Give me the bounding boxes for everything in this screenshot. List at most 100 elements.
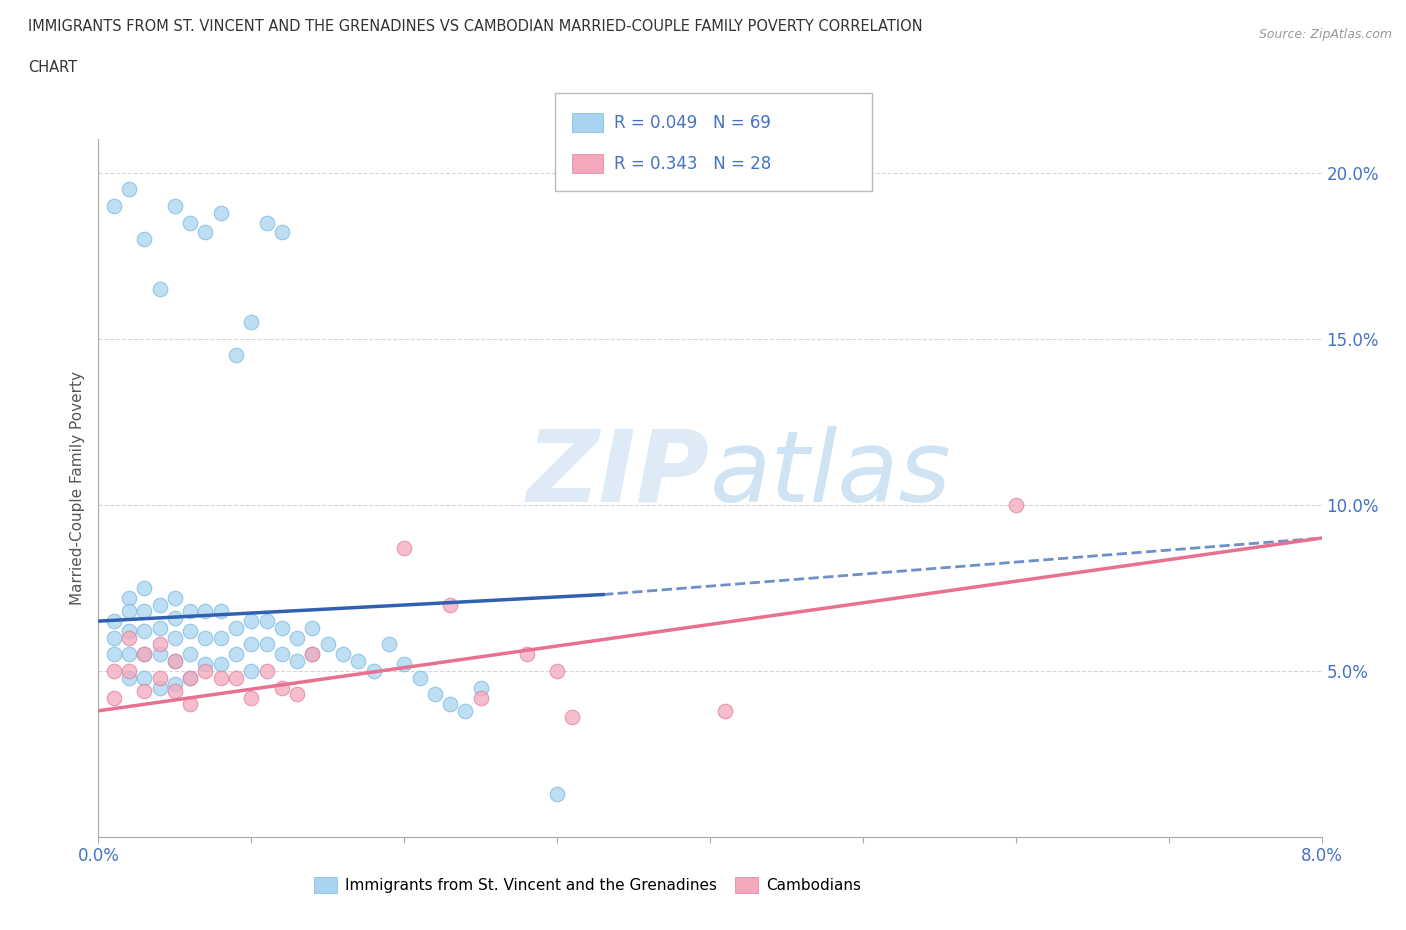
Point bbox=[256, 614, 278, 629]
Point bbox=[179, 671, 201, 685]
Point bbox=[179, 604, 201, 618]
Point bbox=[163, 684, 186, 698]
Point bbox=[194, 631, 217, 645]
Legend: Immigrants from St. Vincent and the Grenadines, Cambodians: Immigrants from St. Vincent and the Gren… bbox=[308, 870, 868, 899]
Point bbox=[347, 654, 370, 669]
Point bbox=[163, 654, 186, 669]
Point bbox=[225, 647, 247, 662]
Point bbox=[225, 671, 247, 685]
Point bbox=[1004, 498, 1026, 512]
Point bbox=[149, 282, 172, 297]
Point bbox=[240, 314, 263, 329]
Y-axis label: Married-Couple Family Poverty: Married-Couple Family Poverty bbox=[70, 371, 86, 605]
Point bbox=[134, 232, 156, 246]
Point bbox=[118, 624, 141, 639]
Point bbox=[561, 710, 583, 724]
Point bbox=[149, 620, 172, 635]
Point bbox=[179, 624, 201, 639]
Point bbox=[316, 637, 339, 652]
Point bbox=[179, 671, 201, 685]
Point bbox=[546, 787, 568, 802]
Point bbox=[134, 647, 156, 662]
Point bbox=[163, 631, 186, 645]
Point bbox=[118, 604, 141, 618]
Text: Source: ZipAtlas.com: Source: ZipAtlas.com bbox=[1258, 28, 1392, 41]
Text: ZIP: ZIP bbox=[527, 426, 710, 523]
Point bbox=[163, 198, 186, 213]
Point bbox=[209, 604, 232, 618]
Point bbox=[134, 671, 156, 685]
Point bbox=[546, 663, 568, 678]
Point bbox=[103, 631, 125, 645]
Point bbox=[332, 647, 354, 662]
Point bbox=[301, 647, 323, 662]
Point bbox=[163, 610, 186, 625]
Point bbox=[149, 671, 172, 685]
Point bbox=[194, 225, 217, 240]
Point bbox=[516, 647, 538, 662]
Point bbox=[270, 620, 294, 635]
Point bbox=[225, 348, 247, 363]
Point bbox=[179, 215, 201, 230]
Point bbox=[240, 663, 263, 678]
Point bbox=[392, 657, 416, 671]
Point bbox=[149, 637, 172, 652]
Point bbox=[118, 182, 141, 197]
Point bbox=[103, 647, 125, 662]
Point bbox=[134, 580, 156, 595]
Point bbox=[194, 663, 217, 678]
Point bbox=[134, 604, 156, 618]
Point bbox=[285, 654, 308, 669]
Point bbox=[270, 225, 294, 240]
Point bbox=[134, 624, 156, 639]
Point bbox=[470, 680, 492, 695]
Point bbox=[149, 597, 172, 612]
Point bbox=[134, 684, 156, 698]
Point bbox=[118, 647, 141, 662]
Point bbox=[285, 686, 308, 701]
Point bbox=[194, 604, 217, 618]
Point bbox=[270, 680, 294, 695]
Point bbox=[209, 671, 232, 685]
Point bbox=[179, 647, 201, 662]
Point bbox=[363, 663, 385, 678]
Text: IMMIGRANTS FROM ST. VINCENT AND THE GRENADINES VS CAMBODIAN MARRIED-COUPLE FAMIL: IMMIGRANTS FROM ST. VINCENT AND THE GREN… bbox=[28, 19, 922, 33]
Point bbox=[378, 637, 401, 652]
Point bbox=[149, 680, 172, 695]
Point bbox=[134, 647, 156, 662]
Point bbox=[240, 637, 263, 652]
Point bbox=[439, 597, 461, 612]
Point bbox=[103, 690, 125, 705]
Point bbox=[301, 620, 323, 635]
Point bbox=[301, 647, 323, 662]
Point bbox=[423, 686, 446, 701]
Point bbox=[439, 697, 461, 711]
Point bbox=[225, 620, 247, 635]
Point bbox=[256, 215, 278, 230]
Point bbox=[256, 637, 278, 652]
Point bbox=[149, 647, 172, 662]
Point bbox=[103, 614, 125, 629]
Point bbox=[163, 677, 186, 692]
Point bbox=[179, 697, 201, 711]
Point bbox=[392, 540, 416, 555]
Point bbox=[103, 198, 125, 213]
Point bbox=[194, 657, 217, 671]
Point bbox=[118, 631, 141, 645]
Point bbox=[256, 663, 278, 678]
Point bbox=[285, 631, 308, 645]
Text: R = 0.343   N = 28: R = 0.343 N = 28 bbox=[614, 154, 772, 173]
Point bbox=[470, 690, 492, 705]
Point bbox=[209, 206, 232, 220]
Point bbox=[209, 657, 232, 671]
Point bbox=[240, 690, 263, 705]
Point bbox=[118, 591, 141, 605]
Point bbox=[714, 703, 737, 718]
Point bbox=[454, 703, 477, 718]
Point bbox=[408, 671, 430, 685]
Point bbox=[163, 654, 186, 669]
Point bbox=[118, 663, 141, 678]
Point bbox=[163, 591, 186, 605]
Text: R = 0.049   N = 69: R = 0.049 N = 69 bbox=[614, 113, 772, 132]
Text: atlas: atlas bbox=[710, 426, 952, 523]
